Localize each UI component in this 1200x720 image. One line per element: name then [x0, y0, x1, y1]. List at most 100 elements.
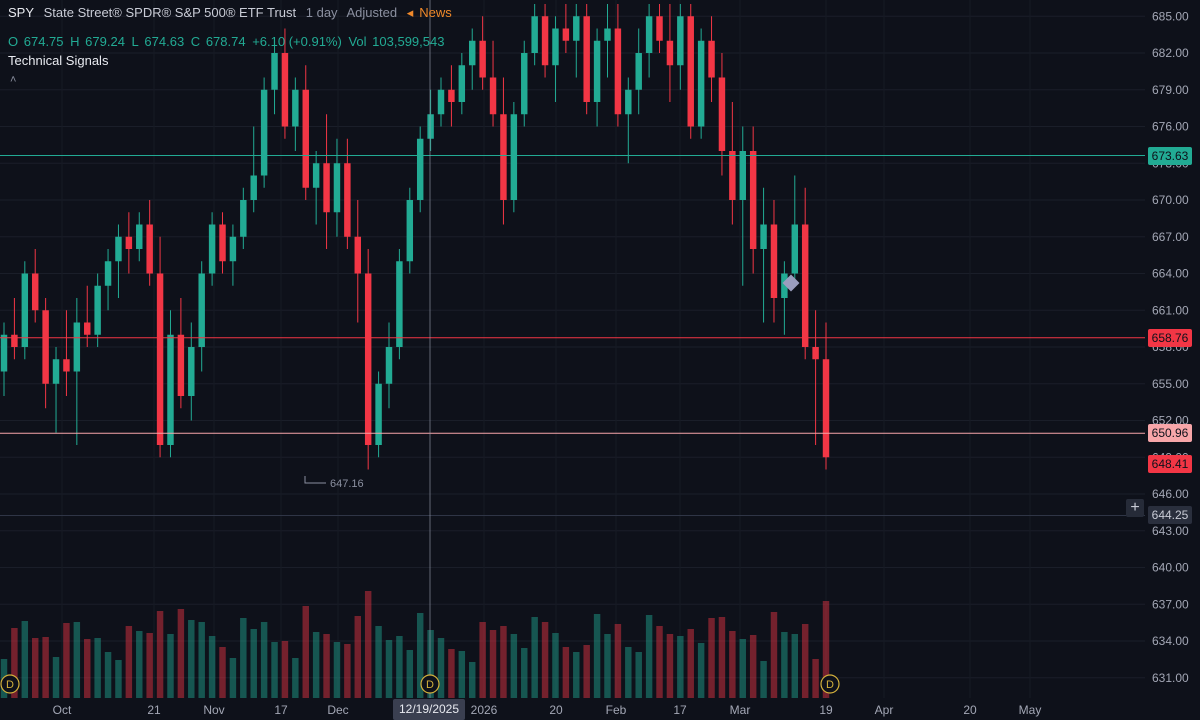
- candle-body[interactable]: [645, 16, 653, 53]
- candle-body[interactable]: [219, 224, 226, 262]
- candle-body[interactable]: [489, 77, 497, 115]
- candle-body[interactable]: [333, 163, 341, 213]
- adjustment[interactable]: Adjusted: [346, 5, 398, 20]
- candle-body[interactable]: [63, 359, 70, 372]
- high-value: 679.24: [85, 34, 125, 49]
- dividend-marker-label: D: [826, 679, 834, 691]
- candle-body[interactable]: [104, 261, 112, 286]
- candle-body[interactable]: [344, 163, 351, 237]
- candle-body[interactable]: [31, 273, 39, 311]
- collapse-chevron-icon[interactable]: ˄: [10, 74, 17, 86]
- candle-body[interactable]: [375, 383, 382, 445]
- candle-body[interactable]: [0, 334, 8, 372]
- interval[interactable]: 1 day: [305, 5, 338, 20]
- news-link[interactable]: ◂ News: [407, 5, 458, 20]
- candle-body[interactable]: [760, 224, 767, 250]
- candle-body[interactable]: [146, 224, 153, 274]
- candle-body[interactable]: [593, 40, 601, 102]
- candle-body[interactable]: [177, 334, 185, 396]
- candle-body[interactable]: [770, 224, 778, 299]
- candle-body[interactable]: [292, 89, 299, 127]
- candle-body[interactable]: [302, 89, 309, 188]
- candle-body[interactable]: [781, 273, 788, 299]
- dividend-marker-icon[interactable]: D: [0, 674, 20, 694]
- candle-body[interactable]: [469, 40, 476, 66]
- candle-body[interactable]: [229, 236, 237, 262]
- volume-bar: [469, 662, 476, 698]
- candle-body[interactable]: [364, 273, 372, 446]
- candle-body[interactable]: [437, 89, 445, 115]
- candle-body[interactable]: [614, 28, 622, 115]
- candle-body[interactable]: [21, 273, 29, 348]
- candle-body[interactable]: [708, 40, 715, 78]
- candle-body[interactable]: [687, 16, 694, 127]
- candle-body[interactable]: [84, 322, 91, 335]
- candle-body[interactable]: [323, 163, 330, 213]
- candle-body[interactable]: [167, 334, 174, 445]
- candle-body[interactable]: [42, 310, 49, 384]
- candle-body[interactable]: [385, 347, 393, 384]
- candle-body[interactable]: [666, 40, 674, 66]
- candle-body[interactable]: [562, 28, 570, 41]
- candle-body[interactable]: [749, 151, 757, 249]
- candle-body[interactable]: [791, 224, 799, 274]
- candle-body[interactable]: [521, 53, 528, 115]
- candle-body[interactable]: [635, 53, 642, 90]
- candle-body[interactable]: [458, 65, 466, 102]
- candle-body[interactable]: [427, 114, 434, 139]
- candle-body[interactable]: [115, 236, 122, 262]
- dividend-marker-icon[interactable]: D: [420, 674, 440, 694]
- indicator-label[interactable]: Technical Signals: [8, 53, 109, 68]
- volume-bar: [521, 648, 528, 698]
- x-tick-label: Apr: [875, 703, 894, 717]
- candle-body[interactable]: [510, 114, 518, 200]
- candle-body[interactable]: [208, 224, 216, 274]
- candle-body[interactable]: [625, 89, 632, 115]
- volume-bar: [781, 632, 788, 698]
- candle-body[interactable]: [198, 273, 205, 348]
- candle-body[interactable]: [573, 16, 580, 41]
- candle-body[interactable]: [801, 224, 809, 348]
- candle-body[interactable]: [354, 236, 361, 274]
- candle-body[interactable]: [531, 16, 538, 53]
- candle-body[interactable]: [822, 359, 830, 458]
- candle-body[interactable]: [396, 261, 403, 347]
- symbol[interactable]: SPY: [8, 5, 35, 20]
- candle-body[interactable]: [156, 273, 164, 446]
- candle-body[interactable]: [11, 334, 18, 347]
- volume-bars: [0, 591, 830, 698]
- candle-body[interactable]: [125, 236, 133, 249]
- candle-body[interactable]: [250, 175, 257, 201]
- candle-body[interactable]: [136, 224, 143, 250]
- candle-body[interactable]: [718, 77, 726, 152]
- candle-body[interactable]: [677, 16, 684, 66]
- candle-body[interactable]: [52, 359, 60, 384]
- candle-body[interactable]: [729, 151, 736, 200]
- candle-body[interactable]: [812, 347, 819, 360]
- candle-body[interactable]: [541, 16, 549, 66]
- candle-body[interactable]: [697, 40, 705, 127]
- candle-body[interactable]: [604, 28, 611, 41]
- candle-body[interactable]: [448, 89, 455, 102]
- candle-body[interactable]: [281, 53, 289, 127]
- dividend-marker-icon[interactable]: D: [820, 674, 840, 694]
- candle-body[interactable]: [188, 347, 195, 396]
- candle-body[interactable]: [260, 89, 268, 176]
- candle-body[interactable]: [739, 151, 746, 200]
- candle-body[interactable]: [656, 16, 663, 41]
- candle-body[interactable]: [271, 53, 278, 90]
- candle-body[interactable]: [479, 40, 486, 78]
- candle-body[interactable]: [416, 138, 424, 200]
- candle-body[interactable]: [312, 163, 320, 188]
- close-label: C: [190, 34, 201, 49]
- candle-body[interactable]: [406, 200, 414, 262]
- candle-body[interactable]: [73, 322, 81, 372]
- candle-body[interactable]: [552, 28, 559, 66]
- candle-body[interactable]: [500, 114, 507, 200]
- diamond-signal-icon[interactable]: [782, 274, 800, 292]
- candle-body[interactable]: [240, 200, 247, 237]
- candle-body[interactable]: [94, 285, 101, 335]
- plus-icon[interactable]: +: [1126, 499, 1144, 517]
- candle-body[interactable]: [583, 16, 590, 102]
